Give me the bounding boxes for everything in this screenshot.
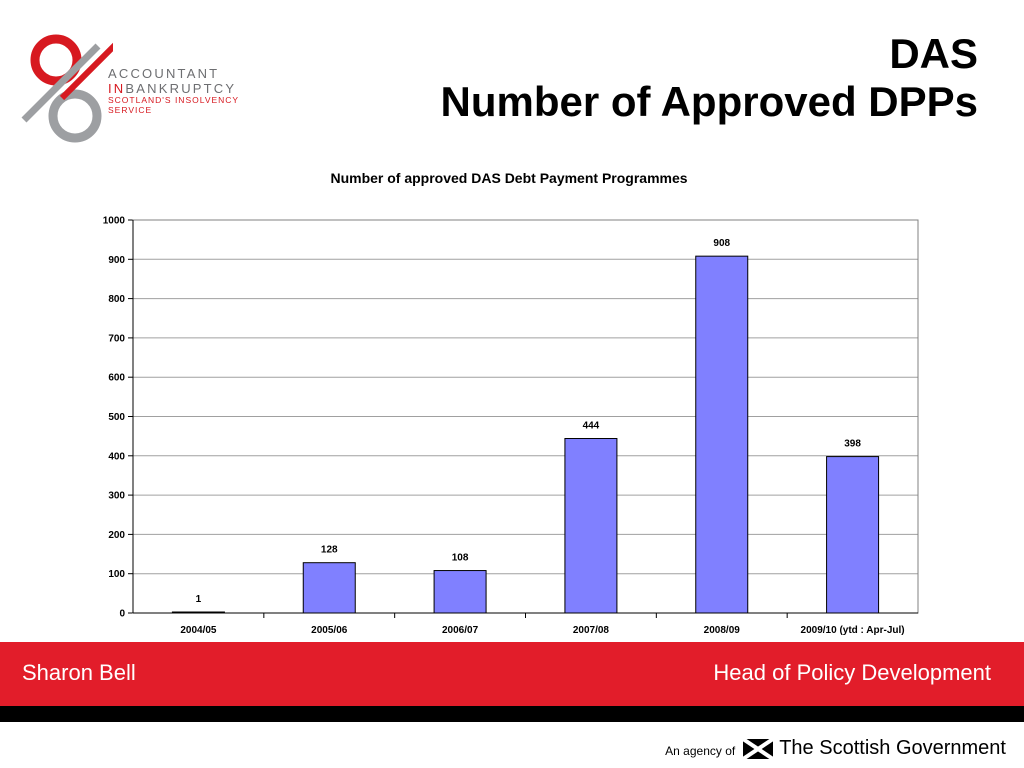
x-tick-label: 2004/05 bbox=[180, 625, 217, 636]
agency-name: The Scottish Government bbox=[779, 737, 1006, 759]
x-tick-label: 2008/09 bbox=[704, 625, 741, 636]
bar bbox=[695, 255, 749, 614]
saltire-flag-icon bbox=[743, 738, 774, 759]
y-tick-label: 300 bbox=[108, 491, 125, 502]
y-tick-label: 900 bbox=[108, 255, 125, 266]
logo-line-1: ACCOUNTANT bbox=[108, 66, 220, 81]
logo-line-2-prefix: IN bbox=[108, 81, 126, 96]
chart-title: Number of approved DAS Debt Payment Prog… bbox=[330, 170, 688, 186]
x-tick-label: 2005/06 bbox=[311, 625, 348, 636]
data-label: 908 bbox=[713, 238, 730, 249]
data-label: 128 bbox=[321, 545, 338, 556]
y-tick-label: 400 bbox=[108, 451, 125, 462]
title-line-1: DAS bbox=[889, 30, 978, 77]
data-label: 398 bbox=[844, 439, 861, 450]
data-label: 108 bbox=[452, 553, 469, 564]
y-tick-label: 200 bbox=[108, 530, 125, 541]
y-tick-label: 1000 bbox=[103, 216, 126, 227]
logo-line-2-rest: BANKRUPTCY bbox=[125, 81, 237, 96]
bar bbox=[171, 611, 225, 614]
y-tick-label: 500 bbox=[108, 412, 125, 423]
y-tick-label: 800 bbox=[108, 294, 125, 305]
y-tick-label: 600 bbox=[108, 373, 125, 384]
x-tick-label: 2009/10 (ytd : Apr-Jul) bbox=[801, 625, 905, 636]
presenter-role: Head of Policy Development bbox=[713, 660, 991, 685]
footer-bar: Sharon Bell Head of Policy Development bbox=[0, 642, 1024, 706]
bar bbox=[826, 456, 880, 614]
agency-credit: An agency of The Scottish Government bbox=[665, 737, 1006, 760]
logo-line-2: INBANKRUPTCY bbox=[108, 81, 236, 96]
slide-title: DAS Number of Approved DPPs bbox=[440, 30, 978, 126]
agency-prefix: An agency of bbox=[665, 743, 736, 758]
logo: ACCOUNTANT INBANKRUPTCY SCOTLAND'S INSOL… bbox=[18, 28, 278, 148]
data-label: 1 bbox=[196, 594, 202, 605]
title-line-2: Number of Approved DPPs bbox=[440, 78, 978, 125]
y-tick-label: 700 bbox=[108, 333, 125, 344]
bar-chart: 0 100 200 300 400 500 600 700 800 900 1000 1 2004/05… bbox=[103, 216, 919, 636]
x-tick-label: 2006/07 bbox=[442, 625, 479, 636]
bar bbox=[564, 438, 618, 614]
y-tick-label: 0 bbox=[119, 609, 125, 620]
footer-divider bbox=[0, 706, 1024, 722]
bar bbox=[433, 570, 487, 614]
y-tick-label: 100 bbox=[108, 569, 125, 580]
presenter-name: Sharon Bell bbox=[22, 660, 136, 685]
data-label: 444 bbox=[583, 421, 600, 432]
logo-mark-icon bbox=[21, 34, 126, 143]
x-tick-label: 2007/08 bbox=[573, 625, 610, 636]
bar bbox=[302, 562, 356, 614]
logo-line-3: SCOTLAND'S INSOLVENCY SERVICE bbox=[108, 95, 239, 115]
